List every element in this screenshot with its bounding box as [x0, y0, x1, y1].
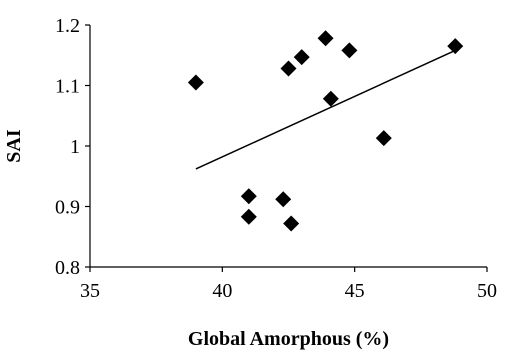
x-axis-title: Global Amorphous (%)	[188, 328, 389, 350]
x-axis-ticks: 35 40 45 50	[80, 267, 497, 302]
y-tick-label: 1.1	[55, 76, 80, 98]
trendline-group	[195, 49, 456, 170]
x-tick-label: 35	[80, 280, 100, 302]
y-tick-label: 1.2	[55, 15, 80, 37]
y-tick-label: 0.8	[55, 257, 80, 279]
y-axis-ticks: 0.8 0.9 1 1.1 1.2	[55, 15, 90, 279]
data-points	[187, 30, 464, 232]
data-point-diamond	[275, 191, 292, 208]
data-point-diamond	[283, 215, 300, 232]
x-tick-label: 50	[477, 280, 497, 302]
y-tick-label: 0.9	[55, 197, 80, 219]
data-point-diamond	[280, 60, 297, 77]
data-point-diamond	[341, 42, 358, 59]
data-point-diamond	[240, 188, 257, 205]
y-axis-title: SAI	[3, 129, 25, 163]
data-point-diamond	[240, 208, 257, 225]
data-point-diamond	[447, 38, 464, 55]
data-point-diamond	[187, 74, 204, 91]
x-tick-label: 45	[345, 280, 365, 302]
x-tick-label: 40	[212, 280, 232, 302]
linear-trendline	[195, 49, 456, 170]
y-tick-label: 1	[70, 136, 80, 158]
data-point-diamond	[317, 30, 334, 47]
data-point-diamond	[322, 90, 339, 107]
data-point-diamond	[293, 49, 310, 66]
data-point-diamond	[375, 130, 392, 147]
